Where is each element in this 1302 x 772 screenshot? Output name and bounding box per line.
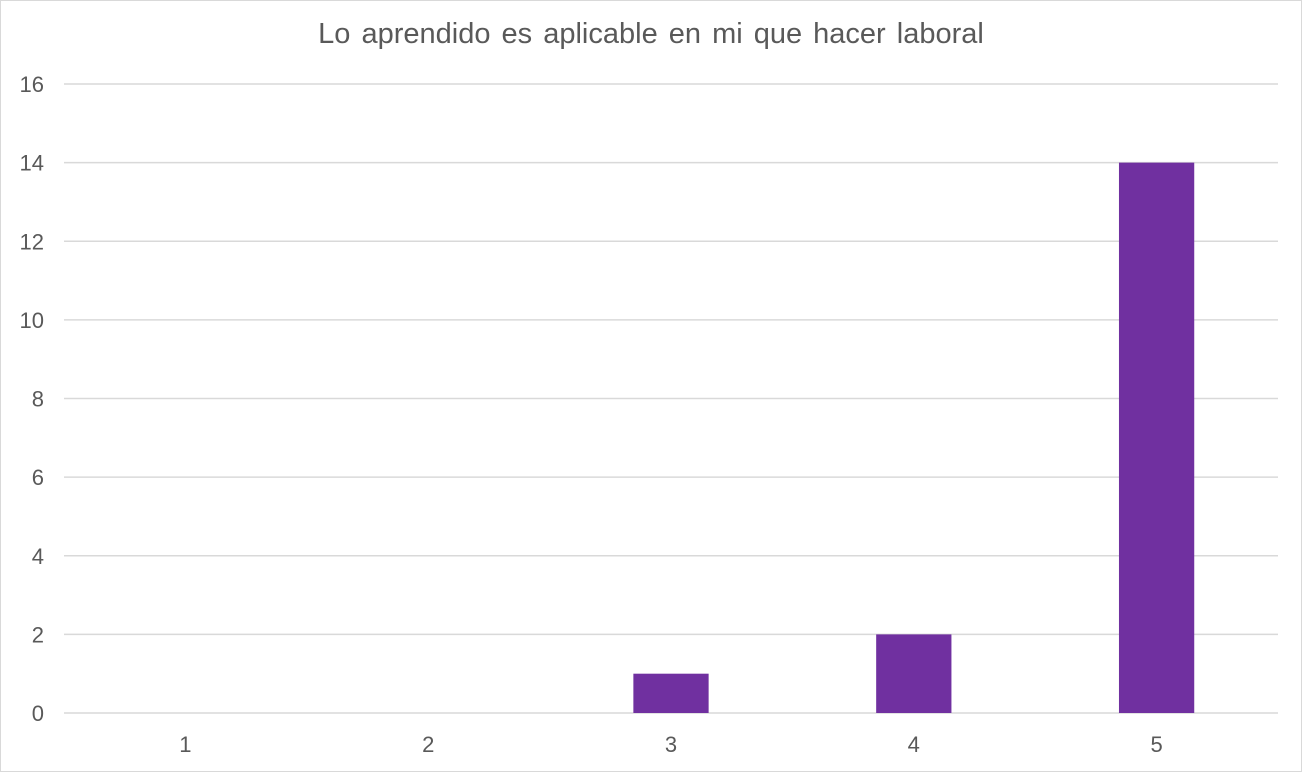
x-tick-label: 4 [908, 732, 920, 757]
y-tick-label: 4 [32, 544, 44, 569]
y-tick-label: 8 [32, 387, 44, 412]
bars [633, 162, 1195, 713]
y-tick-label: 0 [32, 701, 44, 726]
x-tick-label: 5 [1150, 732, 1162, 757]
bar [633, 673, 709, 713]
bar [876, 634, 952, 713]
x-tick-label: 1 [179, 732, 191, 757]
y-tick-label: 12 [20, 229, 44, 254]
x-tick-label: 3 [665, 732, 677, 757]
y-tick-label: 14 [20, 151, 44, 176]
bar [1118, 162, 1195, 713]
y-tick-label: 6 [32, 465, 44, 490]
x-tick-label: 2 [422, 732, 434, 757]
y-tick-label: 10 [20, 308, 44, 333]
y-tick-label: 2 [32, 622, 44, 647]
chart-title: Lo aprendido es aplicable en mi que hace… [318, 18, 984, 50]
gridlines [64, 83, 1278, 714]
y-tick-label: 16 [20, 72, 44, 97]
